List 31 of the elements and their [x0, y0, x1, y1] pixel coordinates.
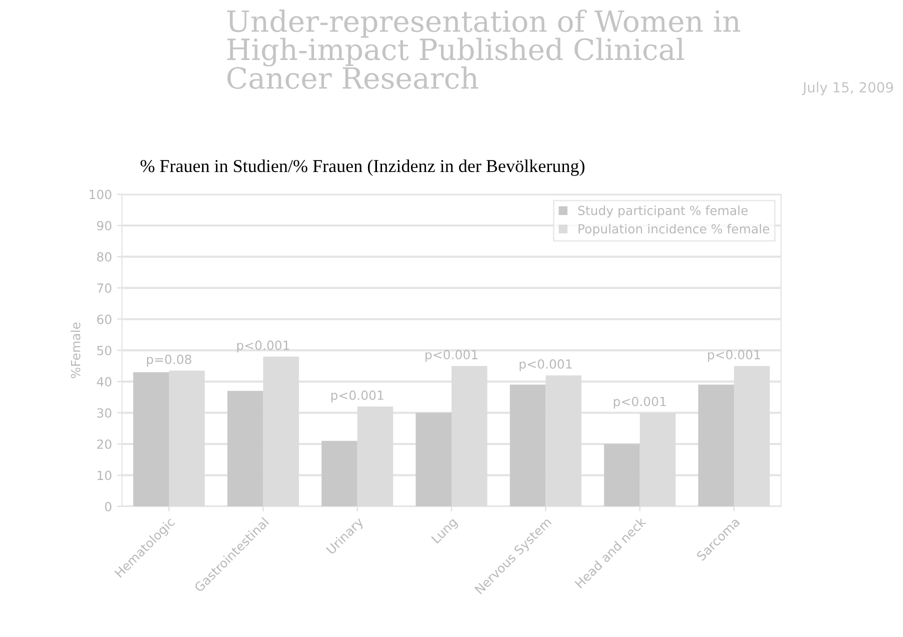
annotation: p=0.08	[147, 354, 192, 366]
bar	[416, 412, 452, 506]
bar	[604, 444, 640, 506]
annotation: p<0.001	[708, 350, 760, 362]
y-tick-label: 0	[105, 502, 112, 512]
annotation: p<0.001	[237, 340, 290, 352]
annotation: p<0.001	[426, 350, 478, 362]
chart-subtitle: % Frauen in Studien/% Frauen (Inzidenz in der Bevölkerung)	[140, 159, 584, 176]
bar	[322, 440, 358, 506]
annotation: p<0.001	[331, 390, 384, 402]
annotation: p<0.001	[614, 396, 666, 409]
chart-title: Under-representation of Women in High-impact Published Clinical Cancer Research	[227, 10, 740, 89]
y-tick-label: 40	[96, 377, 112, 386]
legend-label: Study participant % female	[578, 206, 748, 218]
y-tick-label: 90	[97, 220, 112, 230]
y-tick-label: 20	[97, 439, 112, 449]
y-tick-label: 50	[97, 346, 112, 356]
bar	[698, 384, 734, 506]
text: July 15, 2009	[802, 82, 893, 96]
bar	[227, 390, 264, 506]
annotation: p<0.001	[520, 359, 572, 372]
y-tick-label: 60	[97, 314, 112, 324]
y-axis-title: %Female	[70, 322, 80, 378]
bar	[133, 372, 169, 506]
y-tick-label: 10	[98, 470, 112, 480]
bar	[510, 384, 546, 506]
y-tick-label: 30	[97, 408, 112, 418]
y-tick-label: 100	[90, 190, 112, 200]
y-tick-label: 80	[97, 252, 112, 262]
legend-label: Population incidence % female	[578, 224, 770, 236]
y-tick-label: 70	[97, 283, 112, 293]
